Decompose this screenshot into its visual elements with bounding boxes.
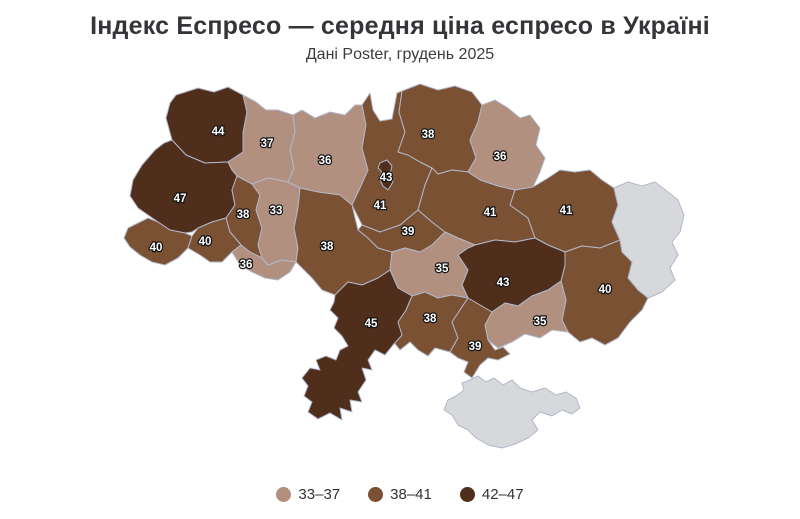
value-label-ternopil: 38 <box>237 209 250 221</box>
page-subtitle: Дані Poster, грудень 2025 <box>305 46 495 63</box>
page-title: Індекс Еспресо — середня ціна еспресо в … <box>90 12 710 40</box>
value-label-cherkasy: 39 <box>402 226 415 238</box>
legend-swatch-mid-icon <box>368 487 384 502</box>
value-label-lviv: 47 <box>174 193 187 205</box>
value-label-kherson: 39 <box>469 341 482 353</box>
value-label-kirovohrad: 35 <box>436 263 449 275</box>
value-label-chernivtsi: 36 <box>240 259 253 271</box>
value-label-kyiv-city: 43 <box>380 172 393 184</box>
region-ivano-frankivsk[interactable] <box>187 217 242 263</box>
value-label-ivano-frankivsk: 40 <box>199 236 212 248</box>
legend-label-low: 33–37 <box>298 486 341 503</box>
value-label-khmelnytskyi: 33 <box>270 205 283 217</box>
value-label-vinnytsia: 38 <box>321 241 334 253</box>
region-zakarpattia[interactable] <box>123 217 193 266</box>
region-zaporizhzhia[interactable] <box>484 280 569 349</box>
region-lviv[interactable] <box>129 139 238 234</box>
legend-label-mid: 38–41 <box>390 486 432 503</box>
legend-swatch-high-icon <box>459 487 475 502</box>
value-label-sumy: 36 <box>494 151 507 163</box>
legend-item-mid: 38–41 <box>368 486 432 503</box>
region-sumy[interactable] <box>467 99 546 191</box>
value-label-kharkiv: 41 <box>560 205 573 217</box>
value-label-odesa: 45 <box>365 318 378 330</box>
value-label-zhytomyr: 36 <box>319 155 332 167</box>
value-label-rivne: 37 <box>261 138 274 150</box>
value-label-kyiv-oblast: 41 <box>374 200 387 212</box>
value-label-chernihiv: 38 <box>422 129 435 141</box>
value-label-donetsk: 40 <box>599 284 612 296</box>
value-label-zaporizhzhia: 35 <box>534 316 547 328</box>
region-kherson[interactable] <box>449 297 511 379</box>
legend-item-low: 33–37 <box>276 486 340 503</box>
legend-label-high: 42–47 <box>481 486 524 503</box>
legend: 33–37 38–41 42–47 <box>0 486 800 503</box>
legend-swatch-low-icon <box>276 487 292 502</box>
value-label-poltava: 41 <box>484 207 497 219</box>
value-label-volyn: 44 <box>212 126 225 138</box>
value-label-mykolaiv: 38 <box>424 313 437 325</box>
region-crimea[interactable] <box>443 375 581 449</box>
region-odesa[interactable] <box>301 269 413 421</box>
value-label-dnipropetrovsk: 43 <box>497 277 510 289</box>
map-value-labels: 44 37 36 41 38 36 47 38 33 40 40 36 38 3… <box>148 125 612 354</box>
legend-item-high: 42–47 <box>459 486 524 503</box>
region-kyiv-city[interactable] <box>377 159 394 191</box>
value-label-zakarpattia: 40 <box>150 242 163 254</box>
map-regions <box>123 83 685 449</box>
region-chernivtsi[interactable] <box>231 244 297 281</box>
